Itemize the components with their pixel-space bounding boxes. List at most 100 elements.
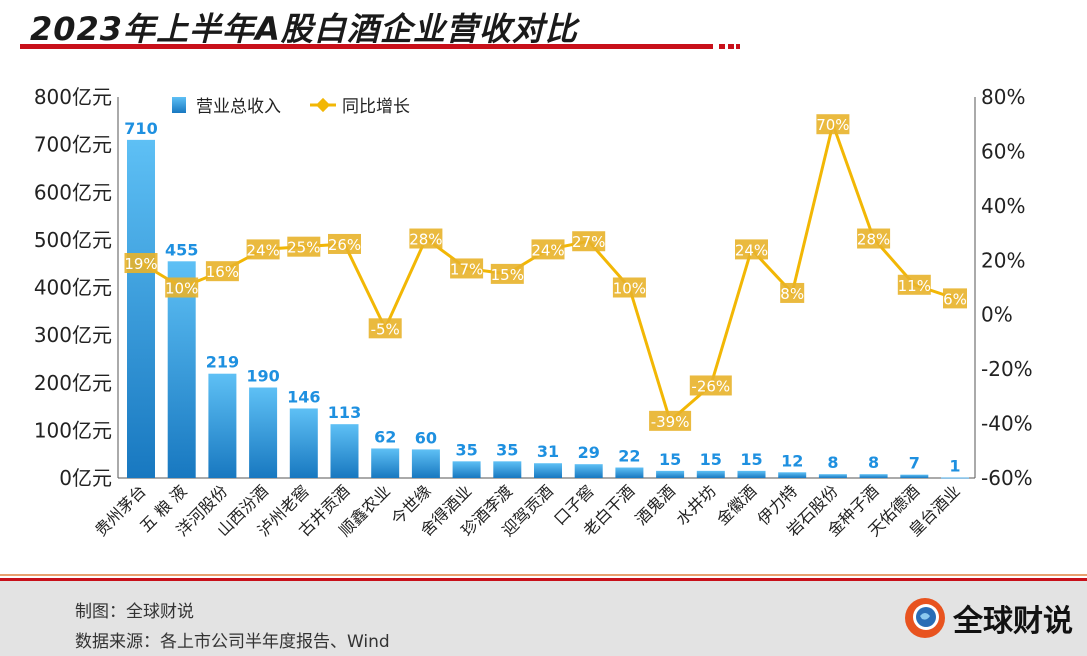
growth-value-label: 24% — [735, 241, 768, 259]
left-tick-label: 100亿元 — [34, 418, 112, 442]
right-tick-label: 80% — [981, 85, 1025, 109]
growth-label-bg — [735, 239, 768, 260]
left-tick-label: 200亿元 — [34, 371, 112, 395]
growth-label-bg — [689, 375, 732, 396]
right-tick-label: -40% — [981, 412, 1033, 436]
revenue-bar — [900, 474, 929, 478]
chart-maker: 制图：全球财说 — [75, 602, 194, 622]
bar-value-label: 146 — [287, 387, 320, 406]
growth-label-bg — [450, 258, 484, 279]
growth-value-label: 27% — [572, 233, 605, 251]
legend-diamond-icon — [315, 97, 331, 113]
bar-value-label: 31 — [537, 442, 559, 461]
right-tick-label: 40% — [981, 194, 1025, 218]
bar-value-label: 190 — [246, 367, 279, 386]
revenue-bar — [737, 470, 766, 478]
bar-value-label: 15 — [659, 450, 681, 469]
growth-value-label: 19% — [124, 255, 157, 273]
growth-label-bg — [816, 114, 850, 135]
logo-text: 全球财说 — [953, 604, 1073, 639]
legend-revenue: 营业总收入 — [196, 97, 281, 117]
growth-value-label: 28% — [857, 231, 890, 249]
growth-label-bg — [165, 277, 199, 298]
left-tick-label: 800亿元 — [34, 85, 112, 109]
revenue-bar — [493, 461, 522, 478]
legend-growth: 同比增长 — [342, 97, 410, 117]
growth-value-label: 26% — [328, 236, 361, 254]
growth-value-label: 28% — [409, 231, 442, 249]
bar-value-label: 8 — [827, 453, 838, 472]
category-label: 贵州茅台 — [91, 481, 150, 540]
growth-value-label: -39% — [651, 413, 690, 431]
revenue-bar — [208, 373, 237, 478]
growth-value-label: 8% — [780, 285, 804, 303]
revenue-bar — [818, 474, 847, 478]
right-tick-label: -20% — [981, 357, 1033, 381]
bar-value-label: 710 — [124, 119, 157, 138]
logo: 全球财说 — [903, 596, 1073, 640]
growth-label-bg — [124, 253, 158, 274]
right-tick-label: 20% — [981, 248, 1025, 272]
bar-value-label: 29 — [578, 443, 600, 462]
revenue-bar — [371, 448, 400, 478]
growth-label-bg — [246, 239, 280, 260]
globe-logo-icon — [905, 598, 945, 638]
growth-label-bg — [572, 231, 606, 252]
growth-label-bg — [943, 288, 967, 309]
bar-value-label: 8 — [868, 453, 879, 472]
growth-label-bg — [857, 228, 891, 249]
growth-value-label: -26% — [691, 377, 730, 395]
growth-label-bg — [205, 261, 239, 282]
bar-value-label: 35 — [455, 440, 477, 459]
category-label: 金徽酒 — [713, 481, 760, 528]
title-dash — [728, 44, 734, 49]
title-dash — [719, 44, 725, 49]
growth-value-label: 15% — [491, 266, 524, 284]
revenue-bar — [289, 408, 318, 478]
right-tick-label: 60% — [981, 139, 1025, 163]
page-title: 2023年上半年A股白酒企业营收对比 — [30, 10, 578, 48]
growth-label-bg — [287, 236, 321, 257]
data-source: 数据来源：各上市公司半年度报告、Wind — [75, 632, 390, 652]
revenue-bar — [534, 463, 562, 478]
bar-value-label: 35 — [496, 440, 518, 459]
revenue-bar — [859, 474, 888, 478]
revenue-bar — [941, 477, 969, 479]
bar-value-label: 15 — [740, 450, 762, 469]
bar-value-label: 15 — [700, 450, 722, 469]
growth-value-label: 16% — [206, 263, 239, 281]
growth-value-label: 70% — [816, 116, 849, 134]
bar-value-label: 22 — [618, 447, 640, 466]
footer-divider — [0, 574, 1087, 576]
left-tick-label: 600亿元 — [34, 180, 112, 204]
left-tick-label: 0亿元 — [59, 466, 112, 490]
revenue-bar — [249, 387, 278, 478]
title-dash — [736, 44, 740, 49]
revenue-bar — [656, 470, 685, 478]
bar-value-label: 113 — [328, 403, 361, 422]
growth-value-label: 24% — [246, 241, 279, 259]
revenue-bar — [330, 424, 359, 478]
left-tick-label: 700亿元 — [34, 133, 112, 157]
growth-label-bg — [368, 318, 402, 339]
growth-value-label: 6% — [943, 290, 967, 308]
bar-value-label: 219 — [206, 353, 239, 372]
right-tick-label: 0% — [981, 303, 1013, 327]
revenue-bar — [127, 139, 155, 479]
revenue-bar — [778, 472, 807, 478]
revenue-bar — [615, 467, 644, 478]
left-tick-label: 500亿元 — [34, 228, 112, 252]
growth-label-bg — [490, 263, 524, 284]
growth-value-label: 17% — [450, 260, 483, 278]
growth-label-bg — [649, 410, 692, 431]
right-tick-label: -60% — [981, 466, 1033, 490]
revenue-bar — [696, 470, 725, 478]
category-label: 酒鬼酒 — [632, 481, 679, 528]
bar-value-label: 12 — [781, 451, 803, 470]
bar-value-label: 1 — [949, 457, 960, 476]
growth-value-label: 10% — [613, 280, 646, 298]
growth-value-label: 11% — [898, 277, 931, 295]
growth-label-bg — [612, 277, 646, 298]
revenue-bar — [411, 449, 440, 478]
